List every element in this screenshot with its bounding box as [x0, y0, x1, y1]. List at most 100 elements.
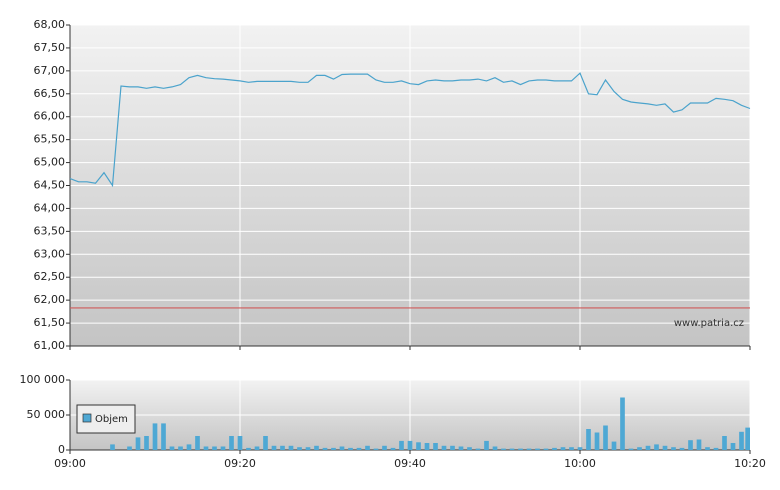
volume-bar — [237, 436, 243, 450]
x-tick-label: 09:20 — [224, 457, 256, 470]
volume-bar — [441, 445, 447, 450]
volume-bar — [450, 445, 455, 450]
y-tick-label: 66,50 — [34, 87, 66, 100]
volume-bar — [288, 445, 294, 450]
volume-bar — [501, 448, 506, 450]
volume-bar — [280, 445, 285, 450]
volume-bar — [535, 448, 540, 450]
y-tick-label: 64,00 — [34, 201, 66, 214]
x-tick-label: 09:00 — [54, 457, 86, 470]
legend-label: Objem — [95, 414, 128, 425]
volume-bar — [688, 440, 693, 450]
y-tick-label: 61,50 — [34, 316, 66, 329]
y-tick-label: 63,50 — [34, 224, 66, 237]
volume-bar — [577, 447, 583, 450]
volume-bar — [458, 446, 464, 450]
volume-bar — [484, 440, 489, 450]
volume-bar — [552, 447, 557, 450]
volume-bar — [314, 445, 319, 450]
y-tick-label: 62,50 — [34, 270, 66, 283]
volume-bar — [382, 445, 387, 450]
volume-bar — [645, 445, 651, 450]
y-tick-label: 100 000 — [20, 373, 66, 386]
volume-bar — [679, 447, 685, 450]
volume-bar — [594, 432, 600, 450]
volume-bar — [152, 423, 158, 450]
volume-bar — [348, 447, 353, 450]
volume-bar — [407, 440, 413, 450]
y-tick-label: 67,00 — [34, 64, 66, 77]
volume-bar — [297, 447, 302, 450]
x-tick-label: 09:40 — [394, 457, 426, 470]
volume-bar — [254, 446, 260, 450]
y-tick-label: 63,00 — [34, 247, 66, 260]
volume-bar — [416, 442, 421, 450]
volume-bar — [730, 443, 736, 450]
y-tick-label: 61,00 — [34, 339, 66, 352]
volume-bar — [127, 446, 132, 450]
volume-bar — [271, 445, 277, 450]
volume-bar — [135, 437, 141, 450]
watermark: www.patria.cz — [674, 318, 744, 329]
y-tick-label: 65,50 — [34, 133, 66, 146]
volume-bar — [339, 446, 345, 450]
volume-bar — [144, 436, 149, 450]
volume-bar — [492, 446, 498, 450]
volume-bar — [611, 441, 617, 450]
y-tick-label: 62,00 — [34, 293, 66, 306]
y-tick-label: 68,00 — [34, 18, 66, 31]
volume-bar — [745, 427, 750, 450]
volume-bar — [696, 439, 702, 450]
volume-bar — [739, 431, 744, 450]
y-tick-label: 64,50 — [34, 179, 66, 192]
volume-bar — [305, 447, 311, 450]
x-tick-label: 10:20 — [734, 457, 766, 470]
volume-bar — [654, 444, 659, 450]
volume-bar — [433, 443, 438, 450]
price-line — [69, 72, 751, 188]
volume-bar — [603, 425, 608, 450]
volume-bar — [331, 447, 336, 450]
volume-bar — [467, 447, 472, 450]
volume-bar — [637, 447, 642, 450]
volume-bar — [586, 429, 591, 450]
volume-bar — [560, 447, 566, 450]
y-tick-label: 65,00 — [34, 156, 66, 169]
y-tick-label: 50 000 — [27, 408, 66, 421]
volume-bar — [518, 448, 523, 450]
volume-bar — [169, 446, 175, 450]
volume-bar — [628, 448, 634, 450]
volume-bar — [203, 446, 209, 450]
x-tick-label: 10:00 — [564, 457, 596, 470]
volume-bar — [475, 448, 481, 450]
volume-bar — [390, 447, 396, 450]
volume-bar — [186, 444, 192, 450]
volume-bar — [212, 446, 217, 450]
volume-bar — [356, 447, 362, 450]
volume-bar — [195, 436, 200, 450]
volume-bar — [424, 443, 430, 450]
volume-bar — [722, 436, 727, 450]
volume-bar — [620, 397, 625, 450]
volume-bar — [543, 448, 549, 450]
volume-bar — [178, 446, 183, 450]
y-tick-label: 67,50 — [34, 41, 66, 54]
volume-bar — [662, 445, 668, 450]
volume-bar — [246, 447, 251, 450]
y-tick-label: 66,00 — [34, 110, 66, 123]
volume-bar — [220, 446, 226, 450]
volume-bar — [713, 447, 719, 450]
y-tick-label: 0 — [58, 443, 65, 456]
volume-bar — [705, 447, 710, 450]
volume-bar — [229, 436, 234, 450]
volume-bar — [509, 448, 515, 450]
volume-bar — [365, 445, 370, 450]
volume-bar — [569, 447, 574, 450]
volume-bar — [322, 447, 328, 450]
legend-swatch — [82, 413, 92, 423]
volume-bar — [373, 448, 379, 450]
volume-bar — [399, 440, 404, 450]
volume-bar — [161, 423, 166, 450]
volume-bar — [526, 448, 532, 450]
